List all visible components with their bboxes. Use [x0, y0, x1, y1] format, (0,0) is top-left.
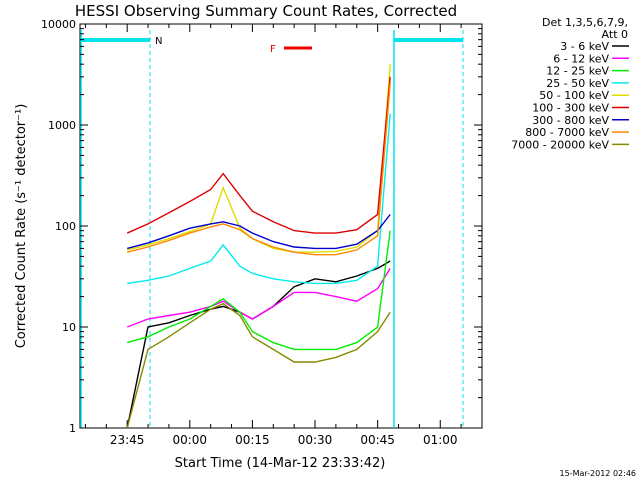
- y-tick-label: 1: [69, 422, 76, 435]
- legend-label: 12 - 25 keV: [546, 65, 609, 78]
- timestamp: 15-Mar-2012 02:46: [560, 469, 637, 478]
- y-tick-label: 100: [55, 220, 76, 233]
- legend-label: 50 - 100 keV: [539, 89, 609, 102]
- legend-header-1: Det 1,3,5,6,7,9,: [542, 16, 628, 29]
- chart-title: HESSI Observing Summary Count Rates, Cor…: [75, 2, 457, 20]
- x-tick-label: 00:15: [235, 433, 270, 447]
- night-label: N: [155, 36, 162, 47]
- legend-header-2: Att 0: [602, 28, 628, 41]
- legend-label: 6 - 12 keV: [553, 52, 609, 65]
- y-axis-label: Corrected Count Rate (s⁻¹ detector⁻¹): [14, 104, 29, 349]
- legend-label: 25 - 50 keV: [546, 77, 609, 90]
- legend-label: 300 - 800 keV: [532, 114, 609, 127]
- series-line-9: [126, 302, 391, 429]
- x-tick-label: 23:45: [110, 433, 145, 447]
- series-line-6: [126, 76, 391, 234]
- series-line-3: [127, 230, 391, 351]
- legend-label: 800 - 7000 keV: [525, 126, 609, 139]
- x-axis-label: Start Time (14-Mar-12 23:33:42): [175, 456, 386, 471]
- legend-label: 3 - 6 keV: [560, 40, 609, 53]
- series-line-7: [127, 214, 391, 250]
- y-tick-label: 1000: [48, 119, 76, 132]
- series-line-4: [127, 113, 391, 285]
- series-line-8: [127, 83, 391, 256]
- axis-ticks: 1 10 100 1000 10000 23:45 00:00 00:15 00:30 00:45…: [41, 18, 483, 447]
- x-tick-label: 00:30: [298, 433, 333, 447]
- legend-label: 7000 - 20000 keV: [511, 138, 609, 151]
- y-tick-label: 10000: [41, 18, 76, 31]
- flare-indicator: F: [270, 44, 312, 55]
- series-layer: [126, 64, 391, 429]
- series-line-2: [126, 268, 391, 328]
- x-tick-label: 00:45: [360, 433, 395, 447]
- flare-label: F: [270, 44, 276, 55]
- x-tick-label: 00:00: [172, 433, 207, 447]
- series-line-5: [127, 64, 391, 253]
- night-indicator: N: [80, 30, 464, 428]
- legend-label: 100 - 300 keV: [532, 102, 609, 115]
- x-tick-label: 01:00: [423, 433, 458, 447]
- y-tick-label: 10: [62, 321, 76, 334]
